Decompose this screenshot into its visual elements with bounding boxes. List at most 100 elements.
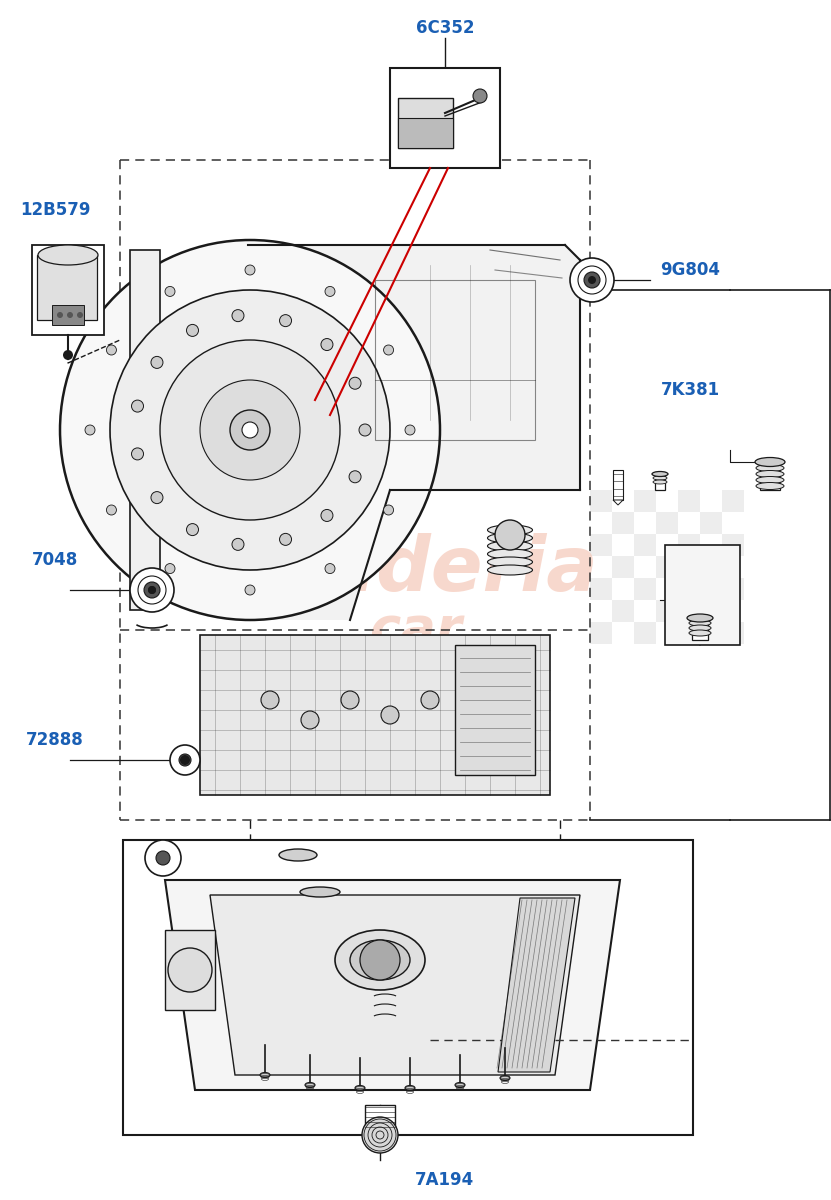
Circle shape	[165, 287, 175, 296]
Bar	[655, 472, 665, 490]
Circle shape	[384, 505, 394, 515]
Circle shape	[151, 356, 163, 368]
Ellipse shape	[756, 476, 784, 484]
Bar	[634, 622, 656, 644]
Bar	[722, 578, 744, 600]
Circle shape	[148, 586, 156, 594]
Bar	[52, 305, 84, 325]
Bar	[678, 578, 700, 600]
Circle shape	[160, 340, 340, 520]
Bar	[590, 534, 612, 556]
Ellipse shape	[305, 1082, 315, 1087]
Bar	[612, 556, 634, 578]
Circle shape	[151, 492, 163, 504]
Ellipse shape	[756, 482, 784, 490]
Bar	[634, 534, 656, 556]
Bar	[722, 490, 744, 512]
Bar	[634, 490, 656, 512]
Text: 72888: 72888	[26, 731, 84, 749]
Bar	[590, 578, 612, 600]
Circle shape	[181, 756, 189, 764]
Circle shape	[77, 312, 83, 318]
Ellipse shape	[500, 1075, 510, 1080]
Text: 7K381: 7K381	[661, 382, 720, 398]
Ellipse shape	[488, 565, 533, 575]
Circle shape	[384, 346, 394, 355]
Ellipse shape	[300, 887, 340, 898]
Polygon shape	[88, 245, 580, 620]
Circle shape	[106, 346, 116, 355]
Polygon shape	[210, 895, 580, 1075]
Ellipse shape	[488, 526, 533, 535]
Circle shape	[168, 948, 212, 992]
Bar	[390, 68, 500, 168]
Bar	[398, 118, 453, 148]
Bar	[130, 250, 160, 610]
Circle shape	[186, 324, 199, 336]
Circle shape	[584, 272, 600, 288]
Ellipse shape	[689, 625, 711, 631]
Ellipse shape	[687, 614, 713, 622]
Circle shape	[148, 586, 156, 594]
Text: 12B579: 12B579	[20, 200, 91, 218]
Circle shape	[245, 265, 255, 275]
Bar	[37, 254, 97, 320]
Bar	[398, 98, 453, 148]
Bar	[656, 556, 678, 578]
Circle shape	[57, 312, 63, 318]
Circle shape	[179, 754, 191, 766]
Circle shape	[85, 425, 95, 434]
Bar	[590, 490, 612, 512]
Circle shape	[144, 582, 160, 598]
Circle shape	[349, 377, 361, 389]
Bar	[613, 470, 623, 500]
Ellipse shape	[652, 472, 668, 476]
Circle shape	[130, 568, 174, 612]
Circle shape	[165, 564, 175, 574]
Text: scuderia: scuderia	[232, 533, 598, 607]
Ellipse shape	[755, 457, 785, 467]
Text: 7048: 7048	[32, 551, 78, 569]
Ellipse shape	[689, 614, 711, 622]
Bar	[678, 534, 700, 556]
Text: car: car	[369, 604, 461, 656]
Ellipse shape	[653, 480, 667, 484]
Ellipse shape	[756, 464, 784, 472]
Bar	[455, 646, 535, 775]
Circle shape	[200, 380, 300, 480]
Bar	[656, 512, 678, 534]
Bar	[365, 1105, 395, 1135]
Circle shape	[131, 448, 144, 460]
Circle shape	[421, 691, 439, 709]
Bar	[678, 490, 700, 512]
Polygon shape	[165, 880, 620, 1090]
Ellipse shape	[355, 1086, 365, 1091]
Ellipse shape	[350, 940, 410, 980]
Circle shape	[341, 691, 359, 709]
Ellipse shape	[488, 533, 533, 542]
Ellipse shape	[653, 476, 667, 480]
Bar	[123, 840, 693, 1135]
Polygon shape	[498, 898, 575, 1072]
Ellipse shape	[38, 245, 98, 265]
Ellipse shape	[279, 850, 317, 862]
Circle shape	[321, 510, 333, 522]
Ellipse shape	[260, 1073, 270, 1078]
Circle shape	[588, 276, 596, 284]
Circle shape	[110, 290, 390, 570]
Ellipse shape	[488, 541, 533, 551]
Circle shape	[60, 240, 440, 620]
Bar	[700, 556, 722, 578]
Bar	[590, 622, 612, 644]
Text: 6C352: 6C352	[416, 19, 475, 37]
Bar	[722, 534, 744, 556]
Circle shape	[170, 745, 200, 775]
Ellipse shape	[689, 630, 711, 636]
Bar	[375, 280, 535, 440]
Bar	[612, 512, 634, 534]
Circle shape	[180, 755, 190, 766]
Polygon shape	[165, 930, 215, 1010]
Circle shape	[232, 310, 244, 322]
Ellipse shape	[756, 458, 784, 466]
Circle shape	[301, 710, 319, 728]
